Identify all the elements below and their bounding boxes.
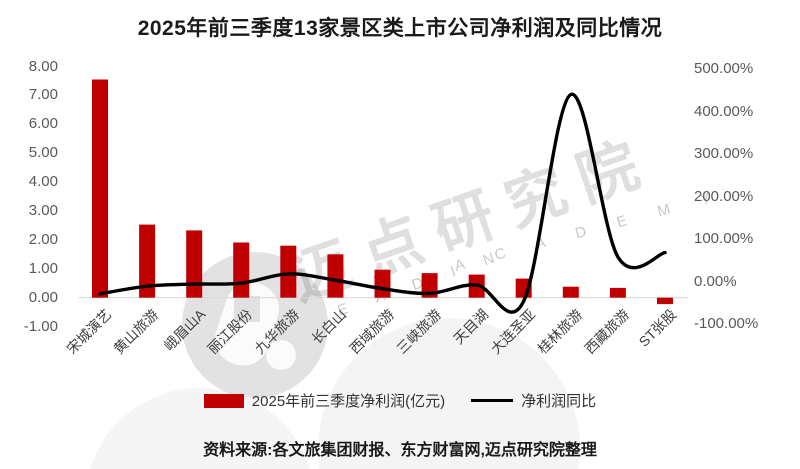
chart-title: 2025年前三季度13家景区类上市公司净利润及同比情况	[137, 17, 663, 40]
left-axis-tick-7.00: 7.00	[28, 86, 58, 104]
left-axis-tick-3.00: 3.00	[28, 202, 58, 219]
left-axis-tick-8.00: 8.00	[28, 57, 58, 75]
right-axis-tick-400.00%: 400.00%	[694, 102, 754, 120]
left-axis-tick-2.00: 2.00	[28, 230, 58, 248]
left-axis-tick-4.00: 4.00	[28, 173, 58, 191]
legend-item-net-profit: 2025年前三季度净利润(亿元)	[203, 390, 446, 411]
left-axis-tick-1.00: 1.00	[28, 259, 58, 277]
bar-4	[280, 245, 297, 298]
yoy-line-series	[98, 92, 667, 314]
bar-0	[92, 79, 108, 298]
legend-bar-label: 2025年前三季度净利润(亿元)	[251, 393, 446, 410]
bar-11	[609, 287, 626, 298]
left-axis-tick--1.00: -1.00	[23, 317, 58, 335]
bar-6	[374, 269, 391, 298]
right-axis-tick-300.00%: 300.00%	[694, 145, 754, 162]
legend-item-yoy: 净利润同比	[471, 390, 596, 411]
bar-5	[327, 254, 344, 298]
legend: 2025年前三季度净利润(亿元) 净利润同比	[0, 390, 800, 411]
bar-10	[562, 286, 579, 298]
legend-line-swatch	[471, 398, 514, 403]
right-axis-tick-0.00%: 0.00%	[694, 272, 737, 290]
left-axis-tick-0.00: 0.00	[28, 288, 58, 306]
right-axis-tick-100.00%: 100.00%	[694, 230, 754, 247]
legend-bar-swatch	[203, 393, 244, 408]
legend-line-label: 净利润同比	[521, 393, 597, 410]
bar-12	[657, 297, 673, 305]
left-axis-tick-5.00: 5.00	[28, 144, 58, 162]
right-axis-tick--100.00%: -100.00%	[694, 315, 759, 332]
bar-3	[233, 242, 250, 298]
bar-2	[186, 230, 203, 298]
left-axis-tick-6.00: 6.00	[28, 115, 58, 133]
right-axis-tick-200.00%: 200.00%	[694, 187, 754, 205]
bar-1	[139, 224, 156, 298]
right-axis-tick-500.00%: 500.00%	[694, 60, 754, 77]
source-note: 资料来源:各文旅集团财报、东方财富网,迈点研究院整理	[203, 442, 597, 459]
net-profit-bar-series	[92, 79, 673, 305]
